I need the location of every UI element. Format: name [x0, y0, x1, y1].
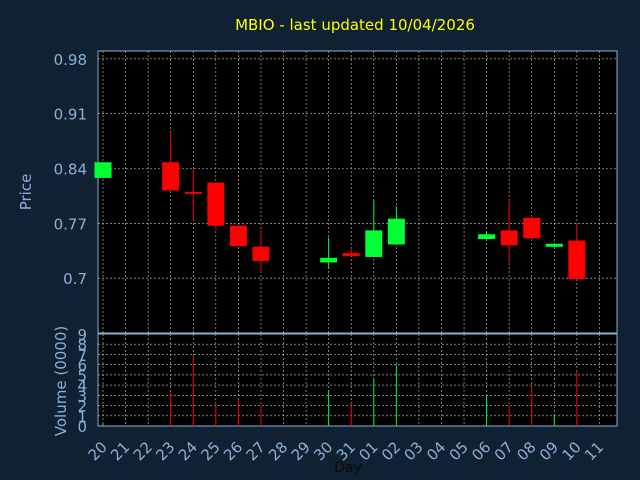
candle-body	[252, 246, 270, 261]
price-plot-area	[97, 50, 618, 334]
volume-tick-label: 1	[77, 408, 87, 426]
candle-body	[387, 218, 405, 245]
candle-body	[523, 217, 541, 239]
x-tick-label: 11	[581, 438, 607, 464]
price-tick-label: 0.7	[63, 270, 87, 288]
candle-body	[207, 182, 225, 226]
volume-tick-label: 3	[77, 387, 87, 405]
candles-layer	[94, 131, 586, 279]
volume-tick-label: 2	[77, 398, 87, 416]
volume-tick-label: 5	[77, 367, 87, 385]
volume-tick-label: 9	[77, 326, 87, 344]
volume-tick-label: 7	[77, 346, 87, 364]
candle-body	[478, 234, 496, 239]
price-y-ticks: 0.98 0.91 0.84 0.77 0.7	[54, 51, 87, 288]
candle-body	[162, 162, 180, 191]
candle-body	[545, 243, 563, 247]
volume-bars-layer	[102, 356, 578, 426]
price-tick-label: 0.98	[54, 51, 87, 69]
volume-axis-label: Volume (0000)	[52, 326, 70, 436]
volume-plot-area	[97, 333, 618, 427]
price-tick-label: 0.91	[54, 106, 87, 124]
volume-tick-label: 0	[77, 418, 87, 436]
candle-body	[342, 253, 360, 257]
candle-body	[184, 191, 202, 194]
candle-body	[320, 257, 338, 263]
price-tick-label: 0.84	[54, 161, 87, 179]
volume-tick-label: 4	[77, 377, 87, 395]
candle-body	[365, 230, 383, 258]
volume-tick-label: 8	[77, 336, 87, 354]
candle-body	[568, 240, 586, 279]
candle-body	[500, 230, 518, 246]
chart-title: MBIO - last updated 10/04/2026	[235, 16, 475, 34]
x-axis-label: Day	[334, 460, 362, 476]
volume-tick-label: 6	[77, 357, 87, 375]
candle-body	[94, 162, 112, 178]
price-tick-label: 0.77	[54, 215, 87, 233]
candle-body	[229, 225, 247, 247]
price-axis-label: Price	[17, 174, 35, 211]
